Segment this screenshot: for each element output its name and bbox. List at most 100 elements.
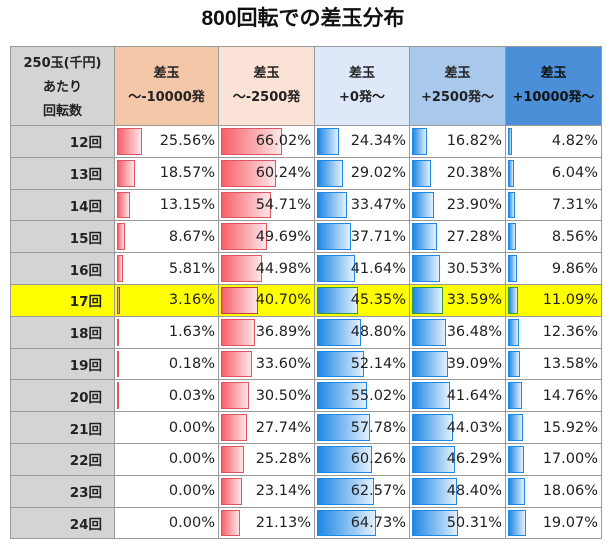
value-cell: 39.09% [409,347,506,381]
data-bar [221,128,282,155]
data-bar [221,159,277,187]
value-cell: 3.16% [114,283,219,317]
value-label: 30.50% [255,387,311,404]
data-bar [412,445,455,473]
value-cell: 33.60% [218,347,315,381]
data-bar [412,414,453,441]
value-label: 0.00% [168,483,215,500]
data-bar [412,128,428,155]
value-label: 60.26% [350,451,406,468]
value-label: 18.57% [159,165,215,182]
value-label: 33.47% [350,196,406,213]
value-label: 55.02% [350,387,406,404]
data-bar [412,159,431,187]
data-bar [317,477,374,505]
data-bar [412,382,451,410]
data-bar [317,128,340,155]
value-label: 60.24% [255,165,311,182]
value-label: 3.16% [168,292,215,309]
value-label: 52.14% [350,355,406,372]
row-header: 250玉(千円) あたり 回転数 [10,46,115,126]
column-header-line1: 差玉 [348,66,375,81]
value-cell: 17.00% [505,442,602,476]
value-cell: 48.80% [314,315,410,349]
value-cell: 1.63% [114,315,219,349]
value-label: 30.53% [446,260,502,277]
value-cell: 33.59% [409,283,506,317]
row-label: 22回 [10,442,115,476]
value-label: 33.59% [446,292,502,309]
data-bar [508,509,526,537]
data-bar [412,223,438,251]
row-label: 21回 [10,411,115,444]
column-header: 差玉 +0発～ [314,46,410,126]
value-label: 62.57% [350,483,406,500]
data-bar [221,477,243,505]
value-label: 13.15% [159,196,215,213]
table-row: 14回 13.15% 54.71% 33.47% 23.90% 7.31% [10,188,602,222]
value-label: 44.98% [255,260,311,277]
data-bar [317,223,352,251]
value-cell: 8.67% [114,220,219,254]
value-cell: 0.03% [114,379,219,413]
data-bar [117,191,130,219]
value-cell: 30.50% [218,379,315,413]
data-bar [317,445,372,473]
value-cell: 60.24% [218,156,315,190]
column-header: 差玉 ～-10000発 [114,46,219,126]
value-label: 0.00% [168,419,215,436]
value-cell: 23.90% [409,188,506,222]
value-label: 27.74% [255,419,311,436]
value-label: 17.00% [542,451,598,468]
data-bar [117,350,119,378]
table-row: 22回 0.00% 25.28% 60.26% 46.29% 17.00% [10,442,602,476]
data-bar [117,128,143,155]
column-header-line1: 差玉 [540,66,567,81]
value-label: 23.14% [255,483,311,500]
value-cell: 24.34% [314,125,410,158]
value-cell: 4.82% [505,125,602,158]
value-label: 20.38% [446,165,502,182]
data-bar [221,318,255,346]
row-label: 20回 [10,379,115,413]
data-bar [412,477,457,505]
data-bar [317,255,355,282]
row-header-line: あたり [42,80,82,95]
value-label: 8.67% [168,228,215,245]
data-bar [117,318,119,346]
value-label: 0.00% [168,451,215,468]
value-label: 19.07% [542,514,598,531]
value-cell: 50.31% [409,506,506,540]
column-header-line2: ～-10000発 [128,90,205,105]
data-bar [508,350,521,378]
value-label: 11.09% [542,292,598,309]
value-label: 46.29% [446,451,502,468]
value-cell: 52.14% [314,347,410,381]
data-bar [412,350,448,378]
row-label: 16回 [10,252,115,285]
data-bar [221,223,267,251]
row-label: 23回 [10,474,115,508]
value-label: 21.13% [255,514,311,531]
value-cell: 18.06% [505,474,602,508]
value-label: 27.28% [446,228,502,245]
value-cell: 20.38% [409,156,506,190]
value-cell: 44.03% [409,411,506,444]
data-bar [117,223,126,251]
value-cell: 7.31% [505,188,602,222]
row-header-line: 250玉(千円) [23,56,102,71]
value-label: 24.34% [350,133,406,150]
value-cell: 25.28% [218,442,315,476]
value-label: 44.03% [446,419,502,436]
column-header: 差玉 ～-2500発 [218,46,315,126]
value-cell: 33.47% [314,188,410,222]
value-cell: 0.00% [114,411,219,444]
column-header: 差玉 +2500発～ [409,46,506,126]
value-label: 23.90% [446,196,502,213]
value-label: 14.76% [542,387,598,404]
data-bar [221,255,263,282]
value-label: 40.70% [255,292,311,309]
value-cell: 9.86% [505,252,602,285]
header-row: 250玉(千円) あたり 回転数 差玉 ～-10000発 差玉 ～-2500発 差玉… [10,46,602,126]
value-cell: 55.02% [314,379,410,413]
